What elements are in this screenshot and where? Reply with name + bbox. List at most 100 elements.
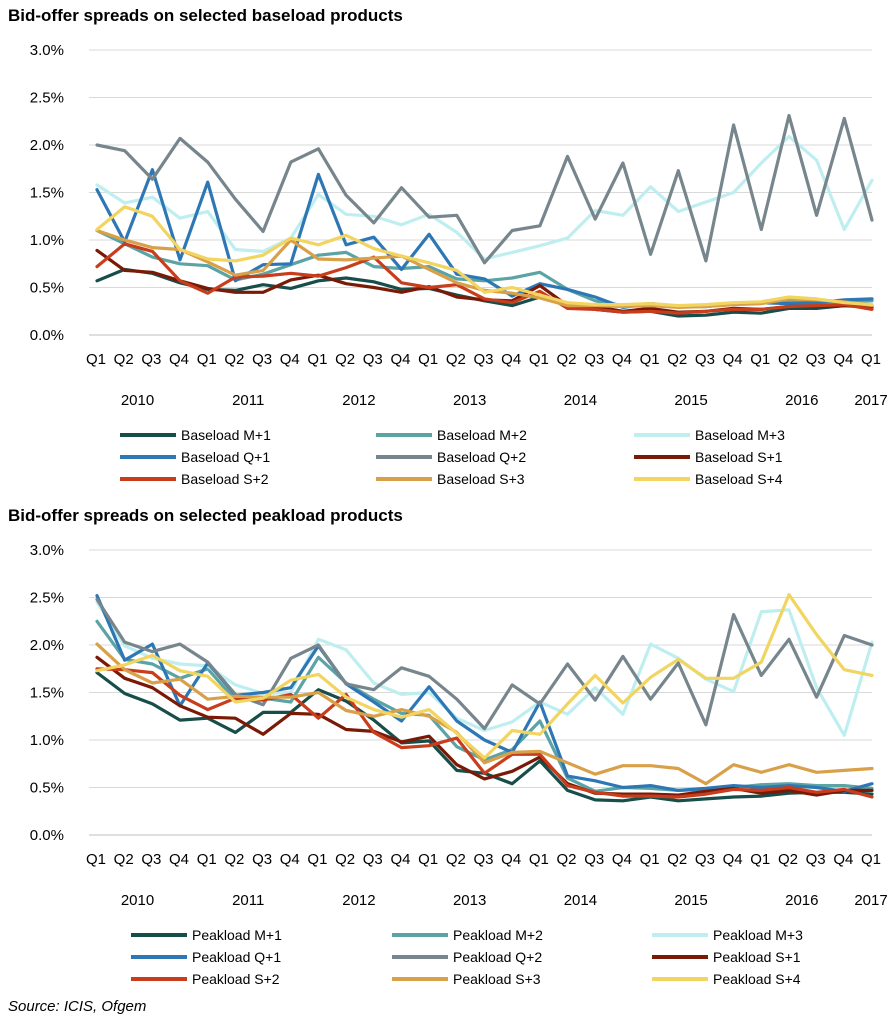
peakload-x-quarter-label: Q2	[446, 851, 466, 868]
baseload-x-quarter-label: Q1	[86, 351, 106, 368]
peakload-chart-title: Bid-offer spreads on selected peakload p…	[8, 506, 403, 525]
baseload-legend-label: Baseload S+3	[437, 471, 525, 487]
peakload-x-quarter-label: Q3	[141, 851, 161, 868]
peakload-x-quarter-label: Q3	[584, 851, 604, 868]
baseload-x-year-label: 2016	[785, 392, 818, 409]
baseload-x-quarter-label: Q3	[141, 351, 161, 368]
baseload-x-quarter-label: Q2	[224, 351, 244, 368]
baseload-series-mplus2	[95, 228, 874, 309]
peakload-series-splus3	[95, 642, 874, 786]
baseload-legend-label: Baseload S+1	[695, 449, 783, 465]
peakload-y-tick-label: 0.0%	[30, 827, 64, 844]
baseload-x-quarter-label: Q2	[446, 351, 466, 368]
baseload-legend-label: Baseload S+4	[695, 471, 783, 487]
peakload-legend-label: Peakload Q+2	[453, 949, 542, 965]
baseload-x-quarter-label: Q1	[640, 351, 660, 368]
baseload-x-quarter-label: Q4	[280, 351, 300, 368]
baseload-x-quarter-label: Q4	[169, 351, 189, 368]
baseload-series-mplus3	[95, 134, 874, 261]
baseload-x-quarter-label: Q3	[584, 351, 604, 368]
peakload-series-mplus3	[95, 600, 874, 737]
peakload-x-quarter-label: Q4	[833, 851, 853, 868]
peakload-x-quarter-label: Q2	[667, 851, 687, 868]
baseload-x-quarter-label: Q1	[861, 351, 881, 368]
baseload-x-quarter-label: Q4	[501, 351, 521, 368]
peakload-legend-label: Peakload S+1	[713, 949, 801, 965]
baseload-x-quarter-label: Q3	[473, 351, 493, 368]
peakload-y-tick-label: 1.0%	[30, 732, 64, 749]
peakload-x-quarter-label: Q4	[501, 851, 521, 868]
peakload-legend-label: Peakload S+4	[713, 971, 801, 987]
baseload-y-tick-label: 0.5%	[30, 280, 64, 297]
peakload-legend-label: Peakload M+2	[453, 927, 543, 943]
peakload-chart: 0.0% 0.5% 1.0% 1.5% 2.0% 2.5% 3.0% Q1 Q2 Q3 Q4 Q1 Q2…	[30, 542, 888, 987]
peakload-series-mplus1	[95, 671, 874, 803]
baseload-x-quarter-label: Q1	[418, 351, 438, 368]
peakload-x-quarter-label: Q3	[252, 851, 272, 868]
baseload-x-quarter-label: Q1	[750, 351, 770, 368]
baseload-x-quarter-label: Q3	[806, 351, 826, 368]
peakload-x-year-label: 2014	[564, 892, 597, 909]
peakload-x-quarter-label: Q3	[363, 851, 383, 868]
baseload-y-tick-label: 2.5%	[30, 90, 64, 107]
peakload-x-quarter-label: Q1	[640, 851, 660, 868]
baseload-x-quarter-label: Q4	[612, 351, 632, 368]
baseload-y-tick-label: 1.0%	[30, 232, 64, 249]
baseload-x-quarter-label: Q4	[723, 351, 743, 368]
baseload-legend-label: Baseload M+2	[437, 427, 527, 443]
peakload-x-quarter-label: Q1	[529, 851, 549, 868]
peakload-x-year-label: 2013	[453, 892, 486, 909]
baseload-x-quarter-label: Q3	[252, 351, 272, 368]
baseload-x-quarter-label: Q2	[114, 351, 134, 368]
peakload-x-quarter-label: Q3	[473, 851, 493, 868]
peakload-x-quarter-label: Q2	[335, 851, 355, 868]
baseload-x-year-label: 2010	[121, 392, 154, 409]
baseload-y-tick-label: 3.0%	[30, 42, 64, 59]
baseload-x-year-label: 2014	[564, 392, 597, 409]
baseload-x-year-label: 2012	[342, 392, 375, 409]
peakload-legend-label: Peakload S+2	[192, 971, 280, 987]
peakload-x-quarter-label: Q4	[390, 851, 410, 868]
peakload-x-quarter-label: Q1	[750, 851, 770, 868]
peakload-y-tick-label: 3.0%	[30, 542, 64, 559]
peakload-series-splus4	[95, 593, 874, 760]
baseload-x-year-label: 2013	[453, 392, 486, 409]
baseload-y-tick-label: 0.0%	[30, 327, 64, 344]
peakload-x-quarter-label: Q3	[806, 851, 826, 868]
baseload-chart: 0.0% 0.5% 1.0% 1.5% 2.0% 2.5% 3.0% Q1 Q2 Q3 Q4 Q1 Q2…	[30, 42, 888, 487]
baseload-x-year-label: 2017	[854, 392, 887, 409]
baseload-x-quarter-label: Q2	[557, 351, 577, 368]
peakload-x-quarter-label: Q1	[307, 851, 327, 868]
peakload-series-qplus2	[95, 597, 874, 731]
baseload-legend-label: Baseload M+1	[181, 427, 271, 443]
peakload-x-year-label: 2017	[854, 892, 887, 909]
peakload-y-tick-label: 1.5%	[30, 685, 64, 702]
baseload-x-quarter-label: Q1	[307, 351, 327, 368]
baseload-chart-title: Bid-offer spreads on selected baseload p…	[8, 6, 403, 25]
peakload-x-year-label: 2010	[121, 892, 154, 909]
baseload-x-quarter-label: Q1	[197, 351, 217, 368]
peakload-x-year-label: 2016	[785, 892, 818, 909]
peakload-legend-label: Peakload M+1	[192, 927, 282, 943]
baseload-series-splus2	[95, 242, 874, 315]
baseload-legend-label: Baseload Q+2	[437, 449, 526, 465]
peakload-x-year-label: 2015	[674, 892, 707, 909]
baseload-x-year-label: 2011	[232, 392, 264, 409]
peakload-x-quarter-label: Q3	[695, 851, 715, 868]
baseload-x-quarter-label: Q4	[390, 351, 410, 368]
baseload-x-quarter-label: Q2	[778, 351, 798, 368]
peakload-y-tick-label: 2.5%	[30, 590, 64, 607]
baseload-x-year-label: 2015	[674, 392, 707, 409]
peakload-x-quarter-label: Q4	[169, 851, 189, 868]
peakload-x-quarter-label: Q1	[197, 851, 217, 868]
peakload-x-quarter-label: Q2	[778, 851, 798, 868]
baseload-x-quarter-label: Q2	[335, 351, 355, 368]
peakload-x-quarter-label: Q1	[418, 851, 438, 868]
peakload-x-year-label: 2012	[342, 892, 375, 909]
baseload-y-tick-label: 1.5%	[30, 185, 64, 202]
peakload-x-quarter-label: Q2	[557, 851, 577, 868]
peakload-y-tick-label: 0.5%	[30, 780, 64, 797]
baseload-series-splus4	[95, 205, 874, 308]
baseload-x-quarter-label: Q4	[833, 351, 853, 368]
baseload-x-quarter-label: Q1	[529, 351, 549, 368]
